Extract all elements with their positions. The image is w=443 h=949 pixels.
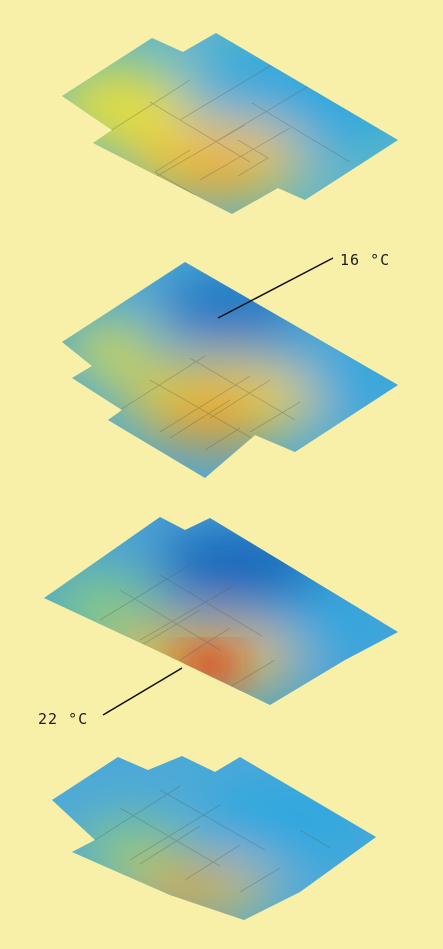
floor-slab-2: 16 °C bbox=[62, 251, 398, 478]
hot-reading-leader-line bbox=[102, 667, 183, 716]
cold-reading-label: 16 °C bbox=[340, 251, 390, 269]
floor-slab-1 bbox=[62, 33, 398, 214]
floor-slab-4 bbox=[52, 756, 376, 920]
floor-slab-3: 22 °C bbox=[38, 517, 398, 728]
hot-reading-label: 22 °C bbox=[38, 710, 88, 728]
cold-reading-leader-line bbox=[217, 257, 334, 319]
